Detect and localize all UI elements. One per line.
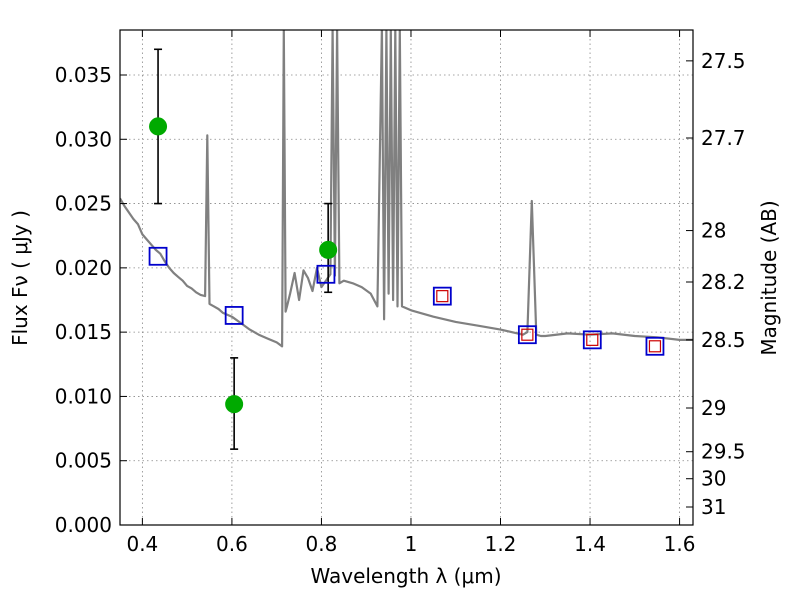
model-square	[582, 330, 602, 350]
y-tick-label: 0.015	[55, 320, 112, 344]
y-tick-label: 0.025	[55, 192, 112, 216]
y-axis-label: Flux Fν ( μJy )	[8, 210, 32, 346]
observed-point	[225, 395, 244, 414]
model-square	[148, 246, 168, 266]
plot-frame	[119, 29, 694, 526]
axes: 0.4 0.6 0.8 1 1.2 1.4 1.6 0.000 0.005 0.010 0.015 0…	[55, 30, 746, 556]
y-tick-label: 0.020	[55, 256, 112, 280]
right-tick-label: 28.5	[701, 328, 746, 352]
model-square	[645, 336, 665, 356]
right-tick-label: 29.5	[701, 440, 746, 464]
observed-point	[319, 240, 338, 259]
right-tick-label: 29	[701, 396, 726, 420]
y-tick-label: 0.005	[55, 449, 112, 473]
spectrum-line	[120, 30, 693, 348]
x-tick-label: 1.2	[485, 532, 517, 556]
x-tick-label: 0.4	[126, 532, 158, 556]
right-tick-label: 27.5	[701, 49, 746, 73]
model-square	[517, 325, 537, 345]
model-square	[432, 286, 452, 306]
observed-point	[149, 117, 168, 136]
marker-layer	[148, 48, 665, 450]
y-tick-label: 0.030	[55, 127, 112, 151]
series-layer	[120, 30, 693, 348]
x-tick-label: 1.4	[574, 532, 606, 556]
x-tick-label: 0.8	[306, 532, 338, 556]
x-tick-label: 0.6	[216, 532, 248, 556]
inner-square	[586, 333, 599, 346]
right-tick-label: 30	[701, 467, 726, 491]
right-tick-label: 27.7	[701, 126, 746, 150]
x-axis-label: Wavelength λ (μm)	[310, 564, 501, 588]
inner-square	[436, 290, 449, 303]
model-square	[224, 306, 244, 325]
model-square	[316, 264, 336, 284]
x-tick-label: 1.6	[664, 532, 696, 556]
inner-square	[521, 328, 534, 341]
right-tick-label: 31	[701, 495, 726, 519]
right-axis-label: Magnitude (AB)	[757, 200, 781, 355]
x-tick-label: 1	[405, 532, 418, 556]
y-tick-label: 0.000	[55, 513, 112, 537]
right-tick-label: 28	[701, 219, 726, 243]
y-tick-label: 0.035	[55, 63, 112, 87]
inner-square	[648, 340, 662, 353]
y-tick-label: 0.010	[55, 384, 112, 408]
right-tick-label: 28.2	[701, 270, 746, 294]
